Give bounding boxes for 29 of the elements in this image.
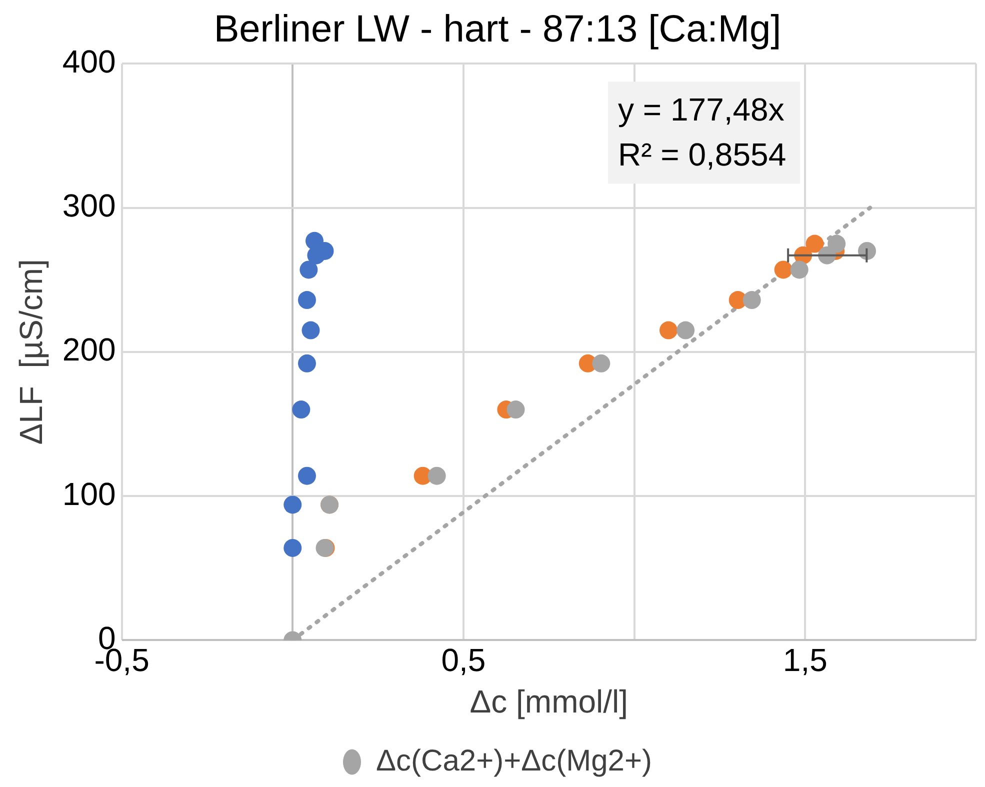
- x-axis-title: Δc [mmol/l]: [470, 684, 628, 720]
- point: [659, 321, 678, 340]
- y-tick-label: 100: [62, 476, 116, 512]
- annotation: y = 177,48x R² = 0,8554: [618, 91, 786, 172]
- point: [300, 260, 318, 279]
- y-tick-label: 200: [62, 332, 116, 368]
- y-axis-title: ΔLF [µS/cm]: [13, 259, 50, 445]
- y-tick-label: 400: [62, 43, 116, 80]
- x-tick-label: 1,5: [782, 642, 828, 678]
- point: [302, 321, 320, 340]
- point: [790, 260, 808, 279]
- point: [592, 354, 610, 372]
- y-tick-label: 300: [62, 188, 116, 224]
- legend-label: Δc(Ca2+)+Δc(Mg2+): [376, 744, 652, 778]
- point: [298, 291, 316, 310]
- point: [742, 291, 761, 310]
- point: [298, 466, 316, 485]
- chart-title: Berliner LW - hart - 87:13 [Ca:Mg]: [214, 8, 782, 50]
- point: [774, 260, 792, 279]
- point: [828, 234, 846, 253]
- point: [676, 321, 695, 340]
- point: [284, 538, 302, 557]
- x-tick-label: 0,5: [441, 642, 486, 678]
- point: [284, 496, 302, 514]
- point: [428, 466, 446, 485]
- point: [506, 400, 525, 419]
- point: [298, 354, 316, 372]
- point: [806, 234, 824, 253]
- point: [292, 400, 310, 419]
